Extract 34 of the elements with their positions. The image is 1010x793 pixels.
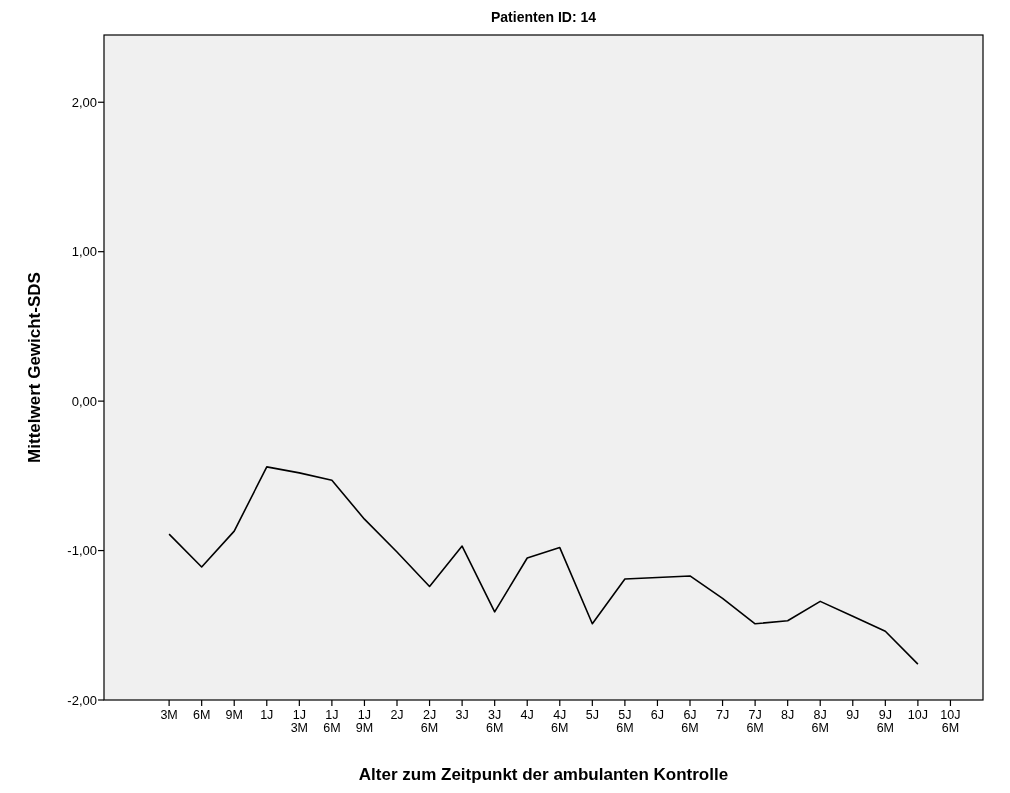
chart-title: Patienten ID: 14 <box>490 9 597 25</box>
x-tick-label: 9J 6M <box>876 708 895 735</box>
x-tick-label: 6J <box>650 708 665 722</box>
x-tick-label: 3M <box>160 708 178 722</box>
x-tick-label: 5J <box>585 708 599 722</box>
y-tick-label: -2,00 <box>67 692 97 708</box>
x-tick-label: 10J 6M <box>940 708 961 735</box>
y-tick-label: 2,00 <box>71 94 97 110</box>
y-tick-label: 0,00 <box>71 393 97 409</box>
x-tick-label: 5J 6M <box>616 708 634 735</box>
x-tick-label: 2J 6M <box>420 708 439 735</box>
x-tick-label: 7J <box>715 708 730 722</box>
x-tick-label: 3J <box>455 708 469 722</box>
x-tick-label: 9M <box>225 708 243 722</box>
x-tick-label: 8J 6M <box>811 708 829 735</box>
x-tick-label: 1J 6M <box>323 708 341 735</box>
y-tick-label: 1,00 <box>71 244 97 260</box>
x-tick-label: 9J <box>846 708 860 722</box>
x-tick-label: 6M <box>192 708 211 722</box>
x-tick-label: 8J <box>781 708 795 722</box>
x-tick-label: 3J 6M <box>485 708 504 735</box>
x-tick-label: 2J <box>390 708 404 722</box>
x-tick-label: 1J 9M <box>355 708 374 735</box>
x-tick-label: 4J <box>520 708 534 722</box>
x-tick-label: 4J 6M <box>551 708 569 735</box>
y-axis-title: Mittelwert Gewicht-SDS <box>25 272 44 463</box>
x-axis-title: Alter zum Zeitpunkt der ambulanten Kontrolle <box>358 765 729 784</box>
y-tick-label: -1,00 <box>67 543 97 559</box>
line-series <box>168 466 919 665</box>
x-tick-label: 1J <box>260 708 274 722</box>
x-tick-label: 1J 3M <box>290 708 309 735</box>
x-tick-label: 7J 6M <box>746 708 764 735</box>
x-tick-label: 6J 6M <box>681 708 699 735</box>
x-tick-label: 10J <box>907 708 928 722</box>
